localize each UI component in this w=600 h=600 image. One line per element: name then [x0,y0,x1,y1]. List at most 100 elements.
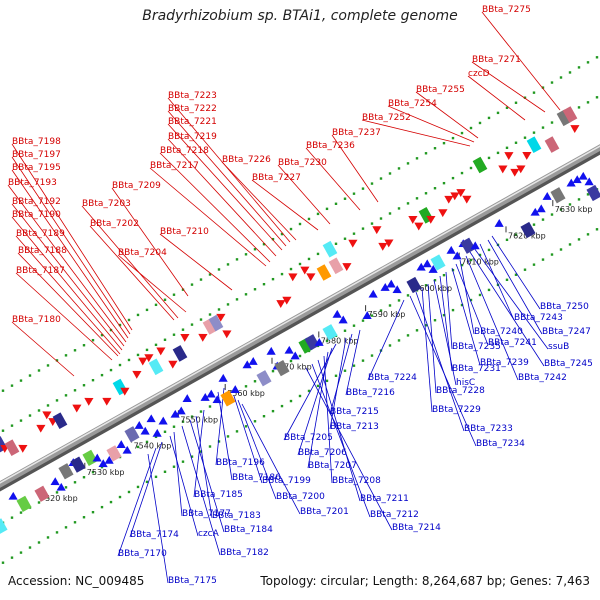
label-leader [305,147,361,211]
guide-dot [262,243,266,246]
reverse-gene-arrow [200,393,210,401]
guide-dot [586,193,590,196]
reverse-gene-arrow [140,426,150,435]
guide-dot [334,242,338,245]
guide-dot [370,314,374,317]
gene-label: BBta_7170 [118,549,167,559]
guide-dot [100,505,104,509]
guide-dot [433,279,437,282]
gene-block [526,136,542,154]
label-leader [193,409,205,498]
guide-dot [91,338,95,342]
guide-dot [379,177,383,180]
forward-gene-arrow [504,152,514,160]
guide-dot [244,293,248,296]
label-leader [415,91,479,139]
gene-label: BBta_7189 [16,229,65,239]
guide-dot [64,354,68,357]
guide-dot [100,373,104,377]
guide-dot [253,248,257,251]
gene-block [208,314,224,332]
dotted-guide-lines [1,56,599,564]
guide-dot [280,232,284,236]
guide-dot [118,363,122,367]
gene-label: BBta_7185 [194,490,243,500]
label-leader [465,255,519,381]
guide-dot [190,415,194,418]
guide-dot [325,207,329,211]
guide-dot [343,329,347,332]
label-leader [445,271,453,350]
gene-label: BBta_7241 [488,338,537,348]
guide-dot [568,71,572,74]
reverse-gene-arrow [584,177,594,186]
label-leader [305,367,393,531]
guide-dot [406,202,410,205]
gene-block [430,254,446,271]
guide-dot [595,228,599,231]
gene-label: BBta_7240 [474,327,523,337]
guide-dot [28,374,32,377]
forward-gene-arrow [18,444,28,453]
forward-gene-arrow [522,152,532,160]
gene-label: BBta_7219 [168,132,217,142]
guide-dot [163,470,167,473]
gene-label: BBta_7233 [464,424,513,434]
label-leader [129,441,163,538]
label-leader [167,110,287,247]
guide-dot [406,334,410,337]
gene-label: BBta_7208 [332,476,381,486]
tick-label: 7560 kbp [227,389,265,398]
gene-label: BBta_7218 [160,146,209,156]
guide-dot [442,181,446,185]
guide-dot [388,304,392,307]
guide-dot [262,283,266,286]
guide-dot [235,298,239,301]
gene-label: BBta_7207 [308,461,357,471]
guide-dot [181,420,185,423]
gene-label: BBta_7229 [432,405,481,415]
reverse-gene-arrow [494,219,504,227]
reverse-gene-arrow [116,440,126,448]
gene-label: BBta_7255 [416,85,465,95]
label-leader [215,387,225,466]
forward-gene-arrow [102,397,112,406]
label-leader [415,291,465,432]
gene-block [562,106,578,123]
reverse-gene-arrow [362,311,372,319]
gene-block [550,187,566,204]
guide-dot [100,333,104,337]
forward-gene-arrow [408,216,418,224]
reverse-gene-arrow [122,445,132,454]
forward-gene-arrow [132,370,142,379]
reverse-gene-arrow [8,491,18,500]
guide-dot [523,96,527,99]
guide-dot [82,344,86,347]
gene-block [0,518,8,535]
guide-dot [505,238,509,242]
label-leader [149,167,267,267]
label-leader [117,254,187,313]
guide-dot [37,369,41,372]
gene-block [58,463,74,480]
guide-dot [271,369,275,373]
genome-title: Bradyrhizobium sp. BTAi1, complete genom… [142,8,458,24]
reverse-gene-arrow [266,346,276,355]
gene-label: BBta_7177 [182,509,231,519]
guide-dot [550,253,554,256]
guide-dot [118,495,122,499]
gene-label: BBta_7211 [360,494,409,504]
label-leader [481,11,561,111]
guide-dot [154,475,158,479]
guide-dot [478,121,482,125]
guide-dot [10,516,14,519]
guide-dot [307,257,311,261]
guide-dot [289,359,293,363]
guide-dot [253,420,257,423]
guide-dot [298,394,302,398]
guide-dot [91,378,95,382]
guide-dot [469,258,473,262]
label-leader [217,391,233,481]
guide-dot [487,288,491,292]
